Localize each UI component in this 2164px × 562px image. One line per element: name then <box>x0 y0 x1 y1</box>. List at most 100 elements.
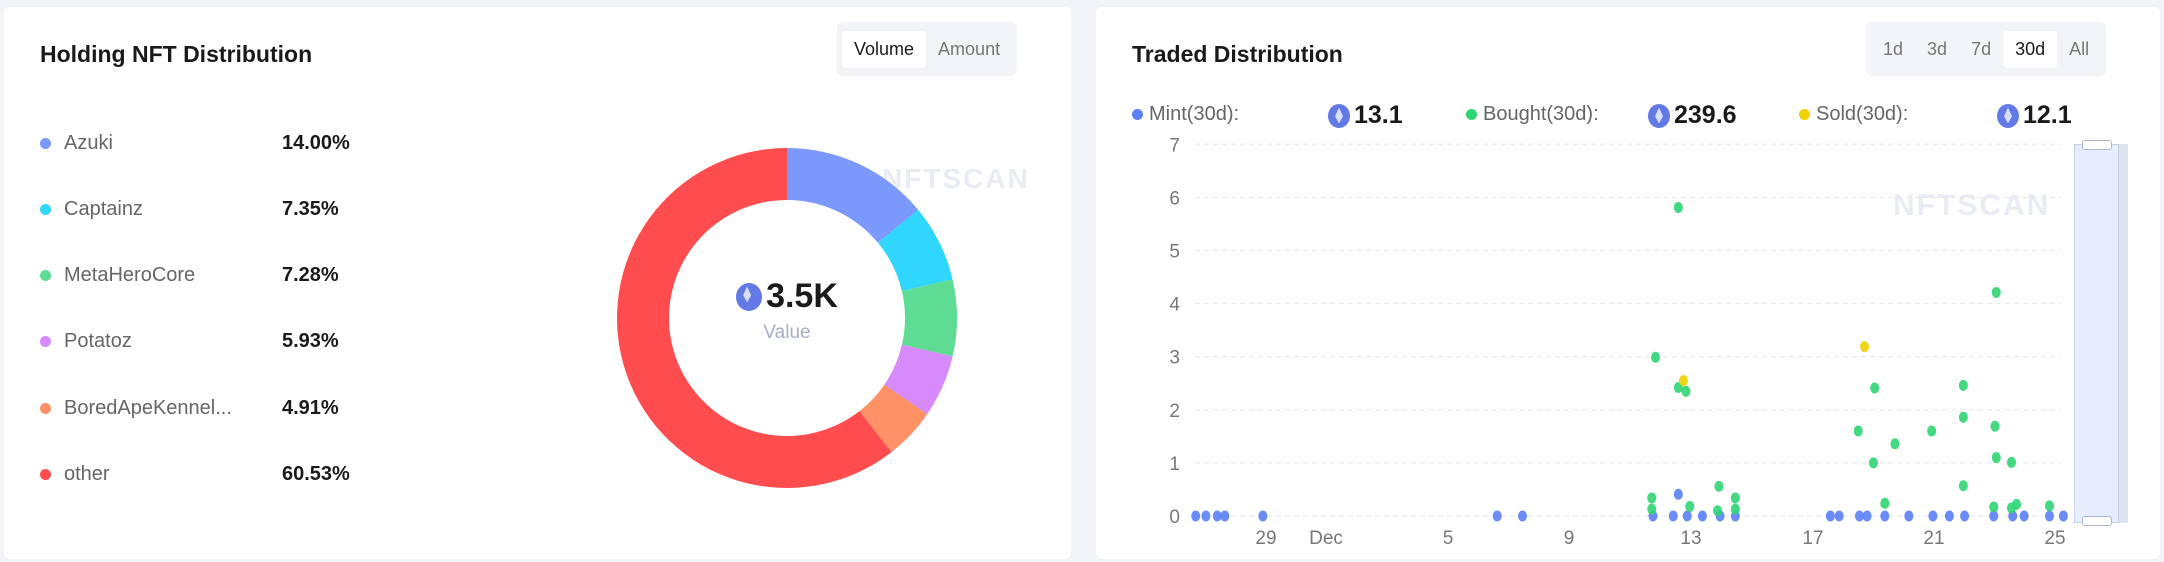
point-bought[interactable] <box>1991 286 2001 298</box>
point-mint[interactable] <box>1220 510 1230 522</box>
point-mint[interactable] <box>1928 510 1938 522</box>
point-sold[interactable] <box>1678 375 1688 387</box>
legend-value: 7.28% <box>282 264 339 287</box>
donut-slice-azuki[interactable] <box>787 148 918 243</box>
legend-dot <box>40 137 51 149</box>
legend-label: other <box>64 463 110 485</box>
point-bought[interactable] <box>1868 457 1878 469</box>
zoom-slider-track[interactable] <box>2074 140 2128 526</box>
eth-icon <box>1328 103 1350 128</box>
point-bought[interactable] <box>1713 505 1723 517</box>
point-mint[interactable] <box>1668 510 1678 522</box>
donut-slice-potatoz[interactable] <box>884 344 953 415</box>
watermark-logo: NFTSCAN <box>1893 189 2051 222</box>
legend-dot <box>40 270 51 282</box>
range-1d[interactable]: 1d <box>1883 38 1904 59</box>
point-mint[interactable] <box>2019 510 2029 522</box>
point-mint[interactable] <box>1258 510 1268 522</box>
point-mint[interactable] <box>1191 510 1201 522</box>
point-mint[interactable] <box>1697 510 1707 522</box>
legend-item[interactable]: MetaHeroCore 7.28% <box>40 261 339 291</box>
point-mint[interactable] <box>1854 510 1864 522</box>
slider-handle-bottom[interactable] <box>2082 516 2112 526</box>
legend-item[interactable]: other 60.53% <box>40 460 350 490</box>
point-bought[interactable] <box>1880 497 1890 509</box>
summary-label: Sold(30d): <box>1799 103 1908 126</box>
point-bought[interactable] <box>1714 480 1724 492</box>
point-bought[interactable] <box>1647 492 1657 504</box>
point-mint[interactable] <box>1673 488 1683 500</box>
legend-item[interactable]: Azuki 14.00% <box>40 128 350 158</box>
summary-value: 239.6 <box>1648 101 1737 130</box>
x-tick-label: 21 <box>1923 528 1944 549</box>
point-bought[interactable] <box>1870 382 1880 394</box>
point-mint[interactable] <box>1960 510 1970 522</box>
point-mint[interactable] <box>1862 510 1872 522</box>
card-title: Traded Distribution <box>1132 41 1343 67</box>
point-bought[interactable] <box>1958 480 1968 492</box>
point-bought[interactable] <box>1927 425 1937 437</box>
eth-icon <box>1648 103 1670 128</box>
legend-item[interactable]: Captainz 7.35% <box>40 194 339 224</box>
y-tick-label: 2 <box>1169 401 1180 422</box>
point-mint[interactable] <box>1989 510 1999 522</box>
point-bought[interactable] <box>1730 492 1740 504</box>
point-mint[interactable] <box>1682 510 1692 522</box>
tab-amount[interactable]: Amount <box>938 38 1001 59</box>
tab-volume[interactable]: Volume <box>842 30 927 68</box>
center-value: 3.5K <box>766 277 838 315</box>
point-bought[interactable] <box>1673 201 1683 213</box>
range-all[interactable]: All <box>2069 38 2090 59</box>
point-mint[interactable] <box>1492 510 1502 522</box>
legend-item[interactable]: BoredApeKennel... 4.91% <box>40 393 339 423</box>
point-bought[interactable] <box>2044 500 2054 512</box>
x-tick-label: 17 <box>1802 528 1823 549</box>
range-30d[interactable]: 30d <box>2003 30 2058 68</box>
point-bought[interactable] <box>1958 411 1968 423</box>
slider-handle-top[interactable] <box>2082 140 2112 150</box>
range-7d[interactable]: 7d <box>1971 38 1992 59</box>
series-dot <box>1799 109 1810 120</box>
point-sold[interactable] <box>1860 341 1870 353</box>
point-mint[interactable] <box>1825 510 1835 522</box>
point-bought[interactable] <box>1685 500 1695 512</box>
point-bought[interactable] <box>1651 351 1661 363</box>
point-mint[interactable] <box>2044 510 2054 522</box>
point-bought[interactable] <box>1681 385 1691 397</box>
point-mint[interactable] <box>1201 510 1211 522</box>
legend-item[interactable]: Potatoz 5.93% <box>40 327 339 357</box>
point-mint[interactable] <box>1904 510 1914 522</box>
y-tick-label: 3 <box>1169 348 1180 369</box>
traded-distribution-card: Traded Distribution 1d 3d 7d 30d All Mint(30… <box>1096 7 2160 559</box>
legend-value: 7.35% <box>282 197 339 220</box>
point-bought[interactable] <box>1958 379 1968 391</box>
range-selector: 1d 3d 7d 30d All <box>1866 22 2107 76</box>
point-mint[interactable] <box>1518 510 1528 522</box>
summary-value-text: 12.1 <box>2023 101 2072 129</box>
point-bought[interactable] <box>1647 503 1657 515</box>
point-bought[interactable] <box>1853 425 1863 437</box>
range-3d[interactable]: 3d <box>1927 38 1948 59</box>
point-mint[interactable] <box>1944 510 1954 522</box>
summary-value: 12.1 <box>1997 101 2072 130</box>
point-bought[interactable] <box>1991 452 2001 464</box>
point-mint[interactable] <box>2058 510 2068 522</box>
legend-label: Azuki <box>64 131 113 154</box>
center-label: Value <box>763 322 811 343</box>
point-mint[interactable] <box>1880 510 1890 522</box>
point-bought[interactable] <box>1890 438 1900 450</box>
point-bought[interactable] <box>1990 420 2000 432</box>
point-bought[interactable] <box>1730 503 1740 515</box>
donut-slice-metaherocore[interactable] <box>901 279 957 357</box>
y-tick-label: 1 <box>1169 454 1180 475</box>
summary-value-text: 239.6 <box>1674 101 1737 129</box>
donut-slice-captainz[interactable] <box>877 209 953 292</box>
point-bought[interactable] <box>1989 501 1999 513</box>
point-mint[interactable] <box>1212 510 1222 522</box>
donut-slice-other[interactable] <box>617 148 892 489</box>
donut-slice-boredapekennel[interactable] <box>859 384 928 453</box>
point-bought[interactable] <box>2006 456 2016 468</box>
eth-icon <box>1997 103 2019 128</box>
point-mint[interactable] <box>1834 510 1844 522</box>
point-bought[interactable] <box>2006 502 2016 514</box>
